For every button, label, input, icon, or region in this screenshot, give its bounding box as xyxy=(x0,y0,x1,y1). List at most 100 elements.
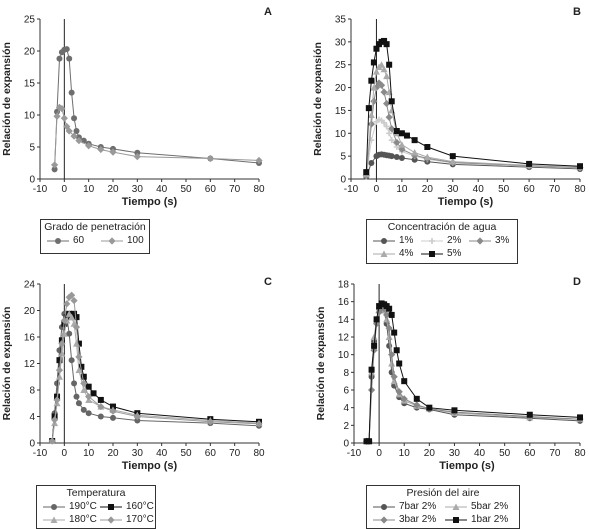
legend-marker xyxy=(453,516,459,523)
chart-panel-b: 0 5 10 15 20 25 30 35 -10 0 10 20 30 40 50 60 70 80 Tiempo… xyxy=(310,0,589,265)
x-axis-label: Tiempo (s) xyxy=(439,460,495,472)
data-point xyxy=(55,366,64,374)
legend-item: 3% xyxy=(469,235,509,246)
y-axis-label: Relación de expansión xyxy=(312,42,324,156)
data-point xyxy=(388,153,395,160)
series-line xyxy=(366,307,581,442)
legend-swatch xyxy=(421,237,443,244)
data-point xyxy=(372,68,380,75)
data-point xyxy=(65,127,73,135)
data-point xyxy=(449,153,456,160)
panel-letter: D xyxy=(573,276,581,288)
legend-item: 170°C xyxy=(100,514,154,525)
chart-panel-c: 0 4 8 12 16 20 24 -10 0 10 20 30 40 50 60 70 80 Tiempo (s… xyxy=(0,270,280,529)
series-170-C xyxy=(48,291,263,445)
x-tick-label: -10 xyxy=(347,448,362,459)
x-tick-label: 40 xyxy=(474,448,486,459)
legend-label: 100 xyxy=(127,235,144,246)
y-axis-label: Relación de expansión xyxy=(315,307,327,421)
y-tick-label: 15 xyxy=(24,79,36,90)
y-tick-label: 16 xyxy=(338,297,350,308)
x-tick-label: 50 xyxy=(180,448,192,459)
chart-panel-a: 0 5 10 15 20 25 -10 0 10 20 30 40 50 60 70 80 Tiempo (s)… xyxy=(0,0,280,265)
data-point xyxy=(395,388,403,396)
series-7bar-2- xyxy=(363,303,583,445)
data-point xyxy=(51,161,59,169)
data-point xyxy=(388,311,395,318)
data-point xyxy=(73,128,80,134)
data-point xyxy=(73,314,80,321)
legend-marker xyxy=(108,503,114,510)
data-point xyxy=(97,402,105,411)
y-tick-label: 4 xyxy=(29,412,35,423)
data-point xyxy=(53,396,61,404)
data-point xyxy=(393,128,400,134)
panel-letter: C xyxy=(264,276,272,288)
x-tick-label: 0 xyxy=(62,448,68,459)
data-point xyxy=(71,115,78,122)
data-point xyxy=(371,342,378,349)
legend-label: 3% xyxy=(495,235,510,246)
x-tick-label: 70 xyxy=(229,448,241,459)
x-tick-label: 70 xyxy=(549,184,561,195)
x-tick-label: 10 xyxy=(396,184,408,195)
data-point xyxy=(411,148,419,156)
legend: Presión del aire 7bar 2% 5bar 2% 3bar 2% 1ba… xyxy=(366,485,520,529)
axis-frame xyxy=(39,19,259,180)
legend-swatch xyxy=(47,237,69,244)
y-tick-label: 4 xyxy=(343,403,349,414)
legend-swatch xyxy=(373,515,395,524)
series-60 xyxy=(51,46,262,173)
x-tick-label: 20 xyxy=(107,448,119,459)
y-tick-label: 18 xyxy=(338,280,350,291)
data-point xyxy=(378,61,386,68)
data-point xyxy=(383,99,391,108)
legend-label: 1bar 2% xyxy=(471,514,509,525)
y-tick-label: 0 xyxy=(343,439,349,450)
x-tick-label: 70 xyxy=(229,184,241,195)
data-point xyxy=(134,417,141,424)
series-3bar-2- xyxy=(362,304,584,445)
data-point xyxy=(75,353,83,361)
x-tick-label: 30 xyxy=(132,184,144,195)
data-point xyxy=(63,46,70,53)
data-point xyxy=(56,357,63,364)
data-point xyxy=(449,158,457,165)
data-point xyxy=(393,347,400,354)
data-point xyxy=(401,378,408,385)
series-5bar-2- xyxy=(363,304,584,445)
x-tick-label: 0 xyxy=(374,184,380,195)
series-line xyxy=(366,307,581,442)
x-tick-label: 50 xyxy=(498,184,510,195)
data-point xyxy=(110,414,116,421)
x-tick-label: 80 xyxy=(574,448,586,459)
data-point xyxy=(80,406,87,413)
data-point xyxy=(396,360,403,367)
legend-swatch xyxy=(373,250,395,257)
legend-marker xyxy=(476,236,484,245)
y-tick-label: 30 xyxy=(335,37,347,48)
legend: Temperatura 190°C 160°C 180°C 170°C xyxy=(36,485,156,529)
data-point xyxy=(66,55,73,62)
data-point xyxy=(385,333,393,340)
panel-letter: B xyxy=(573,6,581,18)
legend-label: 190°C xyxy=(69,501,97,512)
data-point xyxy=(380,65,388,73)
data-point xyxy=(368,77,375,84)
x-tick-label: 30 xyxy=(449,448,461,459)
y-tick-label: 0 xyxy=(29,439,35,450)
data-point xyxy=(85,142,93,150)
y-tick-label: 10 xyxy=(24,111,36,122)
data-point xyxy=(363,169,370,176)
legend-swatch xyxy=(101,236,123,245)
legend-label: 7bar 2% xyxy=(399,501,437,512)
y-tick-label: 10 xyxy=(338,350,350,361)
y-tick-label: 12 xyxy=(24,359,36,370)
y-tick-label: 24 xyxy=(24,280,36,291)
y-tick-label: 0 xyxy=(29,175,35,186)
data-point xyxy=(398,141,406,148)
series-line xyxy=(54,48,260,170)
y-tick-label: 15 xyxy=(335,106,347,117)
